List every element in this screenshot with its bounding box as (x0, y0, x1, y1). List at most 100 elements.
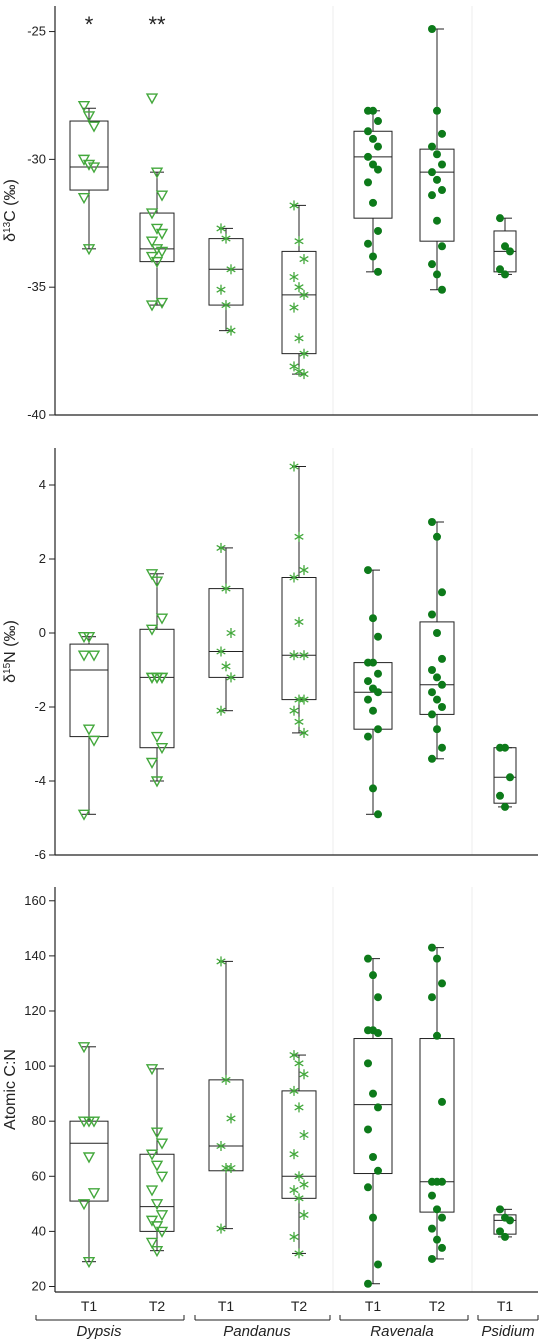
y-tick-label: 80 (32, 1113, 46, 1128)
data-point (150, 776, 164, 788)
data-point (294, 333, 304, 344)
data-point (294, 716, 304, 727)
data-point-stroke (294, 618, 304, 625)
data-point (87, 1116, 101, 1128)
data-point (82, 632, 96, 644)
y-tick-label: -6 (34, 847, 46, 862)
data-point (226, 672, 236, 683)
data-point (299, 1130, 309, 1140)
data-point (299, 1069, 309, 1080)
data-point (155, 228, 169, 240)
y-tick-label: -25 (27, 24, 46, 39)
data-point (299, 254, 309, 265)
box-psidium-t1 (493, 214, 517, 279)
data-point (299, 727, 309, 738)
data-point-stroke (289, 1187, 299, 1194)
data-point (145, 624, 159, 636)
data-point (364, 566, 372, 575)
data-point (428, 142, 436, 151)
data-point (374, 1103, 382, 1112)
data-point (438, 285, 446, 294)
data-point (374, 1260, 382, 1269)
y-tick-label: 20 (32, 1278, 46, 1293)
data-point (150, 1160, 164, 1172)
data-point (428, 943, 436, 952)
interquartile-box (353, 1038, 393, 1175)
box-ravenala-t2 (419, 518, 455, 763)
data-point (299, 369, 309, 380)
data-point (289, 200, 299, 211)
box-dypsis-t1 (69, 100, 109, 256)
data-point (501, 1232, 509, 1241)
data-point-stroke (216, 1142, 226, 1150)
data-point (438, 979, 446, 988)
data-point (87, 735, 101, 747)
time-label: T2 (429, 1298, 446, 1314)
data-point-stroke (294, 1173, 304, 1180)
atomic-cn-panel: 160 140 120 100 80 60 40 20 Atomic C:N (2, 887, 538, 1293)
data-point-stroke (289, 1052, 299, 1059)
data-point (433, 1205, 441, 1214)
y-tick-label: 4 (39, 477, 46, 492)
data-point (226, 264, 236, 275)
data-point-stroke (299, 1211, 309, 1218)
data-point (428, 168, 436, 177)
y-axis-label: δ13C (‰) (2, 179, 20, 242)
box-pandanus-t1 (208, 542, 244, 716)
data-point (77, 1116, 91, 1128)
data-point (87, 162, 101, 174)
data-point (428, 1191, 436, 1200)
data-point (364, 178, 372, 187)
data-point (216, 542, 226, 553)
y-tick-label: 140 (24, 948, 46, 963)
data-point (226, 1163, 236, 1173)
data-point (155, 1210, 169, 1222)
data-point (299, 694, 309, 705)
data-point-stroke (289, 707, 299, 714)
data-point (289, 1185, 299, 1196)
data-point (155, 1138, 169, 1150)
data-point (433, 725, 441, 734)
box-ravenala-t1 (353, 954, 393, 1288)
data-point (216, 223, 226, 234)
data-point (369, 971, 377, 980)
data-point-stroke (299, 350, 309, 357)
data-point-stroke (299, 371, 309, 378)
data-point-stroke (221, 585, 231, 592)
data-point-stroke (299, 256, 309, 263)
data-point (155, 743, 169, 755)
genus-label: Pandanus (223, 1323, 291, 1340)
time-label: T1 (365, 1298, 382, 1314)
genus-label: Psidium (481, 1323, 534, 1340)
data-point (433, 150, 441, 159)
data-point (374, 117, 382, 126)
data-point (145, 300, 159, 312)
box-dypsis-t1 (69, 632, 109, 821)
data-point-stroke (299, 567, 309, 574)
interquartile-box (281, 250, 317, 355)
data-point (496, 791, 504, 800)
data-point (145, 1215, 159, 1227)
data-point-stroke (289, 304, 299, 311)
data-point (155, 1171, 169, 1183)
interquartile-box (353, 662, 393, 730)
data-point (221, 1163, 231, 1173)
data-point (496, 214, 504, 223)
data-point-stroke (294, 718, 304, 725)
data-point-stroke (226, 629, 236, 637)
data-point (221, 1074, 231, 1085)
data-point (216, 284, 226, 295)
data-point-stroke (294, 368, 304, 375)
data-point (294, 1058, 304, 1069)
data-point-stroke (221, 302, 231, 309)
data-point (428, 1254, 436, 1263)
data-point (216, 646, 226, 657)
data-point (155, 613, 169, 625)
data-point (289, 302, 299, 313)
data-point (369, 160, 377, 169)
y-tick-label: -30 (27, 151, 46, 166)
box-pandanus-t2 (281, 1050, 317, 1259)
data-point-stroke (226, 1115, 236, 1122)
data-point (221, 661, 231, 672)
